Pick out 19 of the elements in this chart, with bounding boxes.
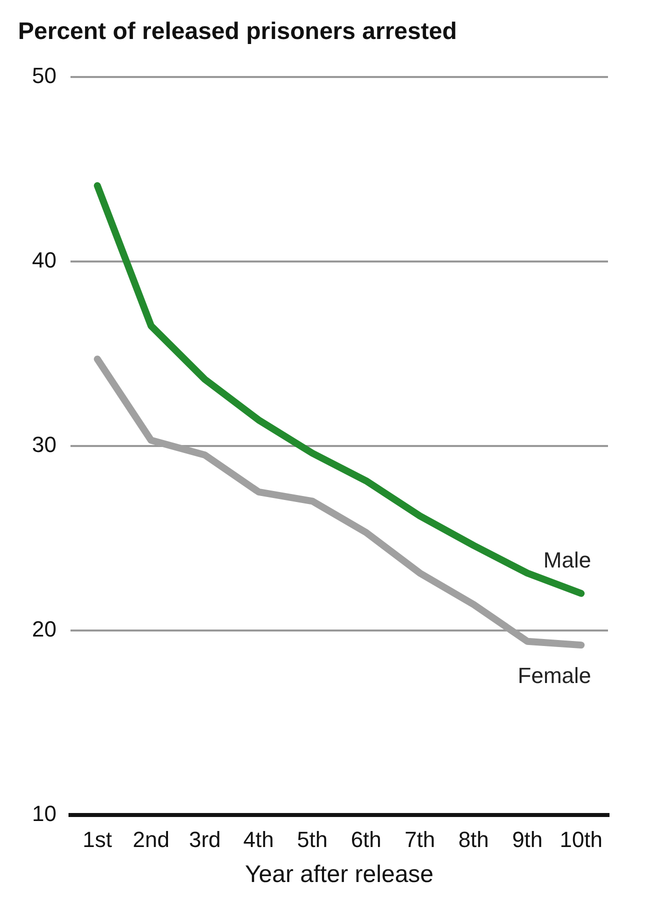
x-tick-label: 7th [404,827,436,852]
x-tick-label: 4th [243,827,274,852]
x-tick-label: 1st [82,827,112,852]
y-tick-label: 30 [32,432,56,457]
x-tick-label: 10th [560,827,603,852]
y-tick-label: 40 [32,247,56,272]
series-label: Female [518,663,592,688]
chart-title: Percent of released prisoners arrested [18,18,457,46]
y-tick-label: 20 [32,616,56,642]
x-tick-label: 9th [512,827,543,852]
y-tick-label: 10 [32,800,56,826]
x-tick-label: 5th [297,827,328,852]
x-tick-label: 6th [350,827,382,852]
x-tick-label: 3rd [188,827,221,852]
x-axis-title: Year after release [244,861,434,888]
series-label: Male [543,547,592,572]
x-tick-label: 2nd [132,827,170,852]
x-tick-label: 8th [458,827,489,852]
y-tick-label: 50 [32,62,56,88]
